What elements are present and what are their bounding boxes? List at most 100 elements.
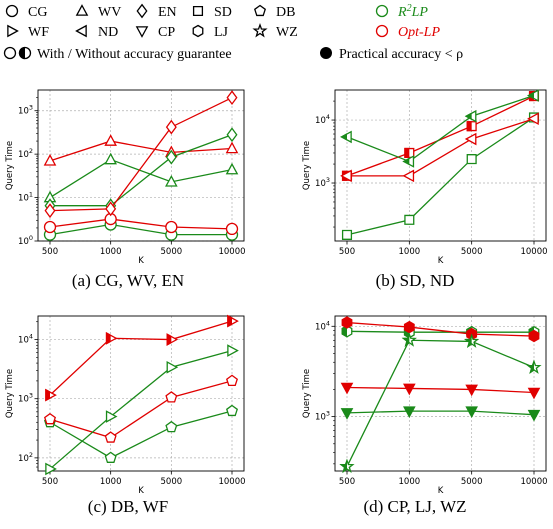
legend-guarantee-label: With / Without accuracy guarantee (37, 47, 232, 62)
legend-label-wf: WF (28, 25, 49, 40)
x-axis-label: K (138, 256, 144, 266)
series-line-cg-r2lp (50, 224, 232, 234)
data-point-cp-r2lp (529, 411, 539, 421)
legend-label-wv: WV (98, 5, 121, 20)
legend-star-icon (254, 25, 266, 36)
legend-square-icon (194, 7, 203, 16)
data-point-wf-r2lp (228, 345, 238, 355)
legend-label-cg: CG (28, 5, 47, 20)
data-point-db-opt-lp (45, 414, 55, 424)
legend-practical-label: Practical accuracy < ρ (339, 47, 463, 62)
series-line-wz-r2lp (347, 340, 534, 466)
y-tick-label: 102 (18, 147, 33, 160)
series-line-cp-opt-lp (347, 388, 534, 393)
x-tick-label: 5000 (461, 477, 483, 487)
data-point-nd-opt-lp (404, 171, 414, 181)
plot-frame (335, 90, 546, 241)
chart-panel-d: 103104500 1000 5000 10000KQuery Time (285, 310, 553, 495)
legend-pentagon-icon (255, 6, 265, 16)
y-axis-label: Query Time (302, 141, 312, 190)
y-tick-label: 101 (18, 191, 33, 204)
x-tick-label: 1000 (100, 477, 122, 487)
data-point-sd-r2lp (405, 215, 414, 224)
y-tick-label: 103 (18, 392, 33, 405)
y-tick-label: 104 (18, 333, 33, 346)
data-point-en-opt-lp (227, 91, 236, 104)
y-tick-label: 103 (315, 176, 330, 189)
data-point-wz-r2lp (341, 461, 353, 472)
series-line-cp-r2lp (347, 411, 534, 415)
data-point-wz-r2lp (528, 361, 540, 372)
chart-panel-c: 102 103 104 500 1000 5000 10000 K Query Time (0, 310, 250, 495)
x-tick-label: 1000 (399, 247, 421, 257)
data-point-wf-r2lp (167, 362, 177, 372)
data-point-lj-opt-lp (405, 322, 415, 333)
data-point-lj-opt-lp (529, 331, 539, 342)
data-point-db-opt-lp (166, 392, 176, 402)
caption-d: (d) CP, LJ, WZ (295, 497, 535, 517)
plot-frame (38, 90, 244, 241)
chart-panel-a: 100101102103500 1000 5000 10000KQuery Time (0, 82, 250, 267)
series-line-cg-opt-lp (50, 219, 232, 229)
data-point-cg-opt-lp (227, 223, 238, 234)
data-point-wv-r2lp (227, 164, 237, 174)
legend-label-db: DB (276, 5, 295, 20)
series-line-wv-r2lp (50, 160, 232, 198)
data-point-lj-opt-lp (342, 317, 352, 328)
legend-with-guarantee-icon (5, 48, 16, 59)
x-tick-label: 500 (339, 477, 355, 487)
legend-without-guarantee-icon (20, 48, 31, 59)
data-point-wf-opt-lp (107, 333, 117, 343)
data-point-sd-opt-lp (405, 149, 414, 158)
y-axis-label: Query Time (5, 141, 15, 190)
x-axis-label: K (138, 486, 144, 496)
data-point-nd-opt-lp (466, 134, 476, 144)
legend-method-label: R2LP (397, 3, 428, 20)
x-tick-label: 10000 (520, 477, 547, 487)
legend-triangle-left-icon (77, 26, 87, 36)
x-tick-label: 1000 (100, 247, 122, 257)
caption-c: (c) DB, WF (8, 497, 248, 517)
x-tick-label: 10000 (218, 247, 245, 257)
y-tick-label: 100 (18, 234, 33, 247)
legend-label-nd: ND (98, 25, 118, 40)
legend-triangle-up-icon (77, 6, 87, 16)
data-point-cp-opt-lp (529, 388, 539, 398)
data-point-wv-opt-lp (227, 143, 237, 153)
y-axis-label: Query Time (5, 369, 15, 418)
series-line-lj-opt-lp (347, 323, 534, 336)
legend-method-label: Opt-LP (398, 25, 440, 40)
caption-a: (a) CG, WV, EN (8, 271, 248, 291)
legend-label-lj: LJ (214, 25, 229, 40)
legend-circle-icon (7, 6, 18, 17)
legend-label-cp: CP (158, 25, 175, 40)
legend-triangle-right-icon (8, 26, 18, 36)
data-point-sd-opt-lp (467, 122, 476, 131)
legend: CG WV EN SD DBWF ND CP LJ WZR2LPOpt-LPWith / Wit… (0, 0, 553, 82)
data-point-db-r2lp (105, 452, 115, 462)
caption-b: (b) SD, ND (295, 271, 535, 291)
chart-panel-b: 103104500 1000 5000 10000KQuery Time (285, 82, 553, 267)
x-tick-label: 10000 (520, 247, 547, 257)
data-point-sd-r2lp (467, 155, 476, 164)
y-tick-label: 104 (315, 113, 330, 126)
plot-frame (335, 316, 546, 471)
data-point-db-opt-lp (227, 375, 237, 385)
series-line-lj-r2lp (347, 331, 534, 332)
legend-diamond-icon (137, 5, 146, 18)
y-tick-label: 102 (18, 451, 33, 464)
x-tick-label: 5000 (461, 247, 483, 257)
x-axis-label: K (438, 486, 444, 496)
data-point-cg-opt-lp (166, 222, 177, 233)
x-tick-label: 10000 (218, 477, 245, 487)
series-line-wf-r2lp (50, 351, 232, 469)
x-tick-label: 1000 (399, 477, 421, 487)
legend-method-icon (377, 6, 388, 17)
data-point-en-r2lp (227, 128, 236, 141)
data-point-db-r2lp (227, 405, 237, 415)
x-tick-label: 5000 (161, 477, 183, 487)
legend-label-sd: SD (214, 5, 232, 20)
data-point-db-r2lp (166, 422, 176, 432)
legend-method-icon (377, 26, 388, 37)
data-point-db-opt-lp (105, 432, 115, 442)
